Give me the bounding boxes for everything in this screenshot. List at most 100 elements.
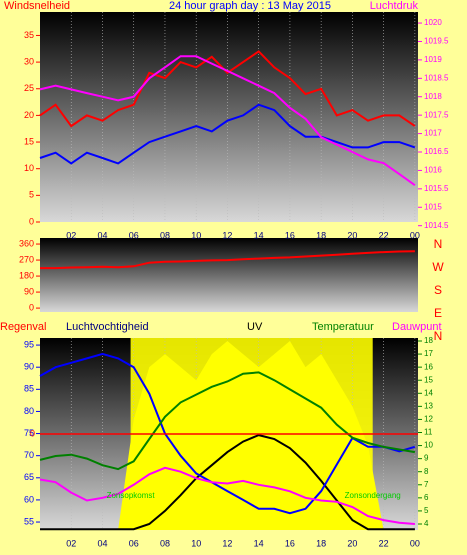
line — [39, 466, 415, 525]
y2-tick-label: 13 — [424, 401, 433, 410]
x-tick-label: 16 — [285, 230, 295, 240]
y2-tick-label: 7 — [424, 480, 429, 489]
y2-tick-label: 5 — [424, 506, 429, 515]
y2-tick-label: 4 — [424, 519, 429, 528]
x-tick-label: 14 — [254, 538, 264, 548]
y-tick-label: 25 — [24, 83, 34, 93]
line — [39, 50, 416, 128]
y2-tick-label: 1018.5 — [424, 73, 449, 82]
x-tick-label: 02 — [66, 230, 76, 240]
y-tick-label: 60 — [24, 494, 34, 504]
y-tick-label: 85 — [24, 384, 34, 394]
x-tick-label: 06 — [129, 230, 139, 240]
compass-label: N — [434, 329, 443, 343]
x-tick-label: 10 — [191, 230, 201, 240]
line — [39, 103, 416, 165]
y2-tick-label: 18 — [424, 336, 433, 345]
y2-tick-label: 16 — [424, 362, 433, 371]
y2-tick-label: 1018 — [424, 92, 442, 101]
dewpoint-title: Dauwpunt — [392, 321, 442, 333]
y-tick-label: 10 — [24, 163, 34, 173]
chart-title: 24 hour graph day : 13 May 2015 — [169, 0, 331, 12]
x-tick-label: 22 — [379, 230, 389, 240]
y2-tick-label: 1019 — [424, 55, 442, 64]
x-tick-label: 06 — [129, 538, 139, 548]
y2-tick-label: 1016.5 — [424, 147, 449, 156]
y2-tick-label: 1014.5 — [424, 221, 449, 230]
x-tick-label: 00 — [410, 230, 420, 240]
y-tick-label: 270 — [19, 254, 34, 264]
rain-zero-label: 0 — [30, 428, 35, 438]
line — [39, 371, 416, 471]
x-tick-label: 00 — [410, 538, 420, 548]
humidity-title: Luchtvochtigheid — [66, 321, 149, 333]
line — [40, 434, 415, 531]
y-tick-label: 55 — [24, 516, 34, 526]
x-tick-label: 22 — [379, 538, 389, 548]
y2-tick-label: 1015.5 — [424, 184, 449, 193]
panel-wind — [40, 12, 418, 222]
uv-title: UV — [247, 321, 263, 333]
x-tick-label: 08 — [160, 538, 170, 548]
y-tick-label: 0 — [29, 216, 34, 226]
y-tick-label: 360 — [19, 238, 34, 248]
y2-tick-label: 1016 — [424, 166, 442, 175]
x-tick-label: 18 — [316, 230, 326, 240]
y2-tick-label: 8 — [424, 467, 429, 476]
x-tick-label: 12 — [222, 538, 232, 548]
sunrise-label: Zonsopkomst — [107, 491, 156, 500]
panel-direction — [40, 238, 418, 312]
x-tick-label: 18 — [316, 538, 326, 548]
y-tick-label: 15 — [24, 136, 34, 146]
x-tick-label: 16 — [285, 538, 295, 548]
y-tick-label: 80 — [24, 406, 34, 416]
line — [40, 250, 415, 270]
pressure-label: Luchtdruk — [370, 0, 419, 12]
y2-tick-label: 10 — [424, 441, 433, 450]
y-tick-label: 30 — [24, 56, 34, 66]
x-tick-label: 10 — [191, 538, 201, 548]
y-tick-label: 90 — [24, 286, 34, 296]
compass-label: S — [434, 283, 442, 297]
sunset-label: Zonsondergang — [345, 491, 401, 500]
compass-label: W — [432, 260, 444, 274]
y2-tick-label: 11 — [424, 428, 433, 437]
y-tick-label: 90 — [24, 362, 34, 372]
y2-tick-label: 15 — [424, 375, 433, 384]
x-tick-label: 20 — [347, 230, 357, 240]
x-tick-label: 20 — [347, 538, 357, 548]
line — [39, 55, 416, 187]
y2-tick-label: 1020 — [424, 18, 442, 27]
x-tick-label: 08 — [160, 230, 170, 240]
x-tick-label: 04 — [97, 230, 107, 240]
y2-tick-label: 17 — [424, 349, 433, 358]
x-tick-label: 14 — [254, 230, 264, 240]
y2-tick-label: 1017.5 — [424, 110, 449, 119]
rain-title: Regenval — [0, 321, 46, 333]
x-tick-label: 04 — [97, 538, 107, 548]
temperature-title: Temperatuur — [312, 321, 374, 333]
y2-tick-label: 14 — [424, 388, 433, 397]
y-tick-label: 5 — [29, 190, 34, 200]
y-tick-label: 20 — [24, 110, 34, 120]
y-tick-label: 0 — [29, 302, 34, 312]
y-tick-label: 65 — [24, 472, 34, 482]
y-tick-label: 70 — [24, 450, 34, 460]
y2-tick-label: 1015 — [424, 202, 442, 211]
y2-tick-label: 1019.5 — [424, 37, 449, 46]
x-tick-label: 12 — [222, 230, 232, 240]
y2-tick-label: 12 — [424, 415, 433, 424]
x-tick-label: 02 — [66, 538, 76, 548]
area — [40, 341, 415, 530]
y2-tick-label: 9 — [424, 454, 429, 463]
wind-label: Windsnelheid — [4, 0, 70, 12]
y-tick-label: 180 — [19, 270, 34, 280]
compass-label: E — [434, 306, 442, 320]
y-tick-label: 75 — [24, 428, 34, 438]
y2-tick-label: 6 — [424, 493, 429, 502]
y-tick-label: 35 — [24, 30, 34, 40]
y2-tick-label: 1017 — [424, 129, 442, 138]
y-tick-label: 95 — [24, 339, 34, 349]
